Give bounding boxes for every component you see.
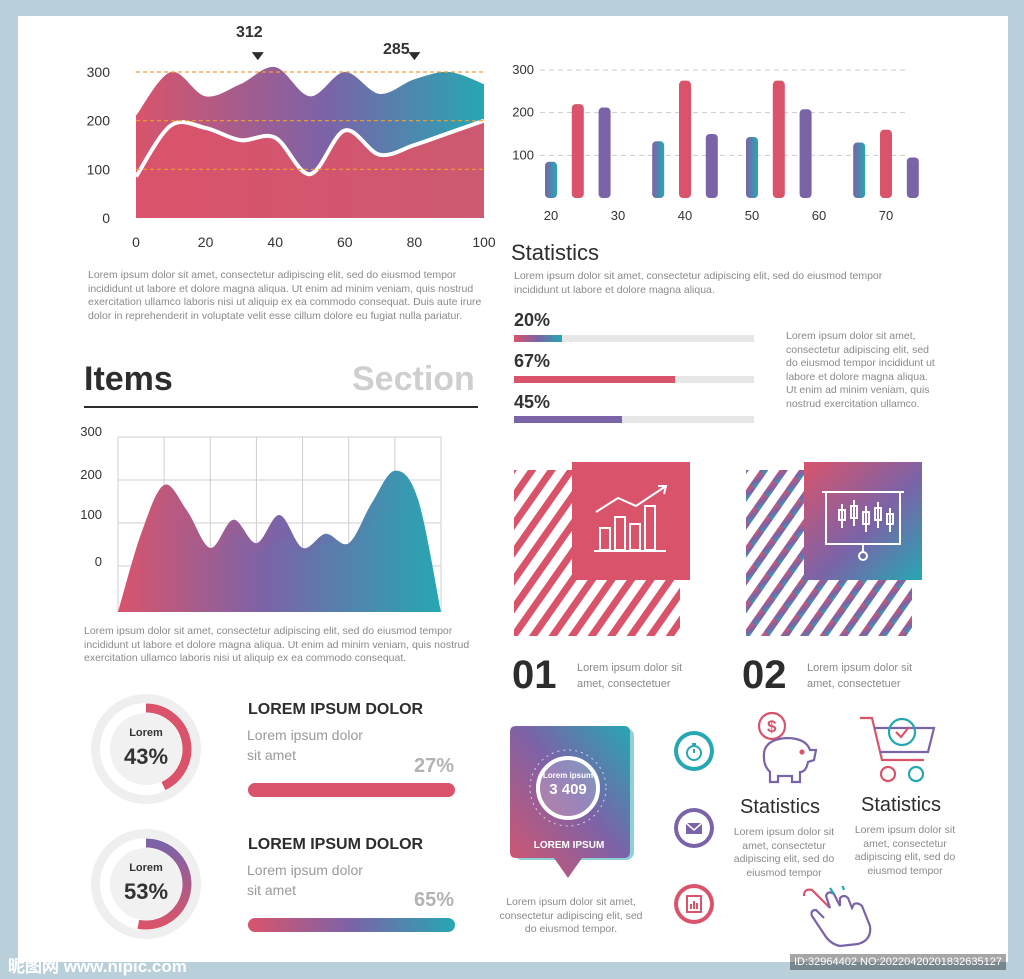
ring-1-label: Lorem [129, 727, 163, 739]
chart1-xtick: 0 [132, 234, 140, 250]
stat-bar-label-3: 45% [514, 392, 551, 412]
badge-graphic [510, 726, 634, 878]
chart2-xtick: 50 [745, 208, 759, 223]
ring-2-value: 53% [123, 879, 169, 904]
chart1-xtick: 60 [337, 234, 353, 250]
chart2-bar [571, 104, 584, 198]
chart1-annotation-marker [408, 52, 421, 61]
chart2-bar [906, 157, 919, 198]
chart1-annotation-312: 312 [236, 24, 263, 41]
ring-chart-2 [91, 829, 201, 939]
section-heading: Section [352, 360, 475, 398]
chart2-xtick: 70 [879, 208, 893, 223]
tile-01-number: 01 [512, 653, 557, 697]
progress-2-title: LOREM IPSUM DOLOR [248, 836, 424, 853]
chart2-xtick: 20 [544, 208, 558, 223]
progress-2-bar [248, 918, 455, 932]
heading-divider [84, 406, 478, 408]
progress-1-title: LOREM IPSUM DOLOR [248, 701, 424, 718]
tile-01-graphic [514, 462, 690, 636]
items-heading: Items [84, 360, 173, 398]
stat-bar-2 [514, 376, 754, 383]
shopping-cart-icon [860, 716, 936, 783]
progress-2-sub1: Lorem ipsum dolor [247, 862, 363, 878]
chart1-series-bottom [136, 120, 484, 218]
tile-02-number: 02 [742, 653, 787, 697]
stat-card-1-text: Lorem ipsum dolor sit amet, consectetur … [733, 826, 835, 879]
chart1-xtick: 80 [407, 234, 423, 250]
mail-icon [674, 808, 714, 848]
progress-2-sub2: sit amet [247, 882, 297, 898]
stat-card-2-text: Lorem ipsum dolor sit amet, consectetur … [854, 824, 956, 877]
stat-card-1-title: Statistics [740, 796, 821, 818]
statistics-side-paragraph: Lorem ipsum dolor sit amet, consectetur … [786, 330, 935, 410]
stat-bar-1 [514, 335, 754, 342]
progress-1-sub2: sit amet [247, 747, 297, 763]
chart1-xtick: 100 [472, 234, 496, 250]
stat-card-2-title: Statistics [861, 794, 942, 816]
chart2-xtick: 40 [678, 208, 692, 223]
chart1-xtick: 40 [267, 234, 283, 250]
chart2-bar [705, 134, 718, 198]
statistics-paragraph: Lorem ipsum dolor sit amet, consectetur … [514, 270, 883, 296]
stat-bar-label-2: 67% [514, 351, 551, 371]
chart2-bar [799, 109, 812, 198]
chart2-bar [880, 129, 892, 198]
badge-inner-label: Lorem ipsum [542, 771, 594, 780]
chart2-ytick: 100 [512, 147, 534, 162]
progress-2-pct: 65% [414, 889, 455, 911]
chart3-ytick: 100 [80, 507, 102, 522]
chart2-bar [679, 80, 691, 198]
tile-02-text: Lorem ipsum dolor sit amet, consectetuer [807, 662, 913, 690]
badge-value: 3 409 [549, 781, 587, 798]
tile-02-graphic [746, 462, 922, 636]
chart2-bar [746, 136, 758, 198]
chart1-ytick: 0 [102, 210, 110, 226]
ring-1-value: 43% [123, 744, 169, 769]
badge-text: Lorem ipsum dolor sit amet, consectetur … [499, 896, 643, 935]
chart1-ytick: 200 [87, 113, 111, 129]
statistics-title: Statistics [511, 240, 600, 265]
chart3-ytick: 200 [80, 467, 102, 482]
tile-01-text: Lorem ipsum dolor sit amet, consectetuer [577, 662, 683, 690]
chart1-xtick: 20 [198, 234, 214, 250]
progress-1-bar [248, 783, 455, 797]
svg-text:$: $ [767, 717, 777, 736]
ring-chart-1 [91, 694, 201, 804]
watermark-right: ID:32964402 NO:20220420201832635127 [790, 954, 1006, 970]
report-icon [674, 884, 714, 924]
ring-2-label: Lorem [129, 862, 163, 874]
progress-1-sub1: Lorem ipsum dolor [247, 727, 363, 743]
chart2-xtick: 60 [812, 208, 826, 223]
growth-chart-icon [594, 485, 668, 552]
chart2-ytick: 200 [512, 105, 534, 120]
chart2-bar [545, 161, 557, 198]
watermark-left: 昵图网 www.nipic.com [8, 957, 187, 976]
progress-1-pct: 27% [414, 755, 455, 777]
hand-pointer-icon [802, 886, 872, 948]
presentation-board-icon [822, 491, 904, 561]
chart1-ytick: 100 [87, 161, 111, 177]
chart2-bar [598, 107, 611, 198]
chart1-annotation-marker [251, 52, 264, 61]
stat-bar-label-1: 20% [514, 310, 551, 330]
piggy-bank-icon: $ [757, 711, 818, 784]
chart1-ytick: 300 [87, 64, 111, 80]
chart3-ytick: 0 [95, 554, 102, 569]
chart2-bar [853, 142, 866, 198]
chart2-xtick: 30 [611, 208, 625, 223]
paragraph-top-left: Lorem ipsum dolor sit amet, consectetur … [88, 269, 482, 322]
chart3-series-front [118, 506, 441, 612]
chart3-ytick: 300 [80, 424, 102, 439]
badge-caption: LOREM IPSUM [533, 840, 605, 851]
chart2-bar [772, 80, 785, 198]
chart1-annotation-285: 285 [383, 41, 410, 58]
stat-bar-3 [514, 416, 754, 423]
stopwatch-icon [674, 731, 714, 771]
chart1-series-bottom-line [134, 118, 485, 178]
paragraph-mid-left: Lorem ipsum dolor sit amet, consectetur … [84, 625, 470, 664]
chart2-ytick: 300 [512, 62, 534, 77]
chart2-bar [652, 141, 665, 198]
